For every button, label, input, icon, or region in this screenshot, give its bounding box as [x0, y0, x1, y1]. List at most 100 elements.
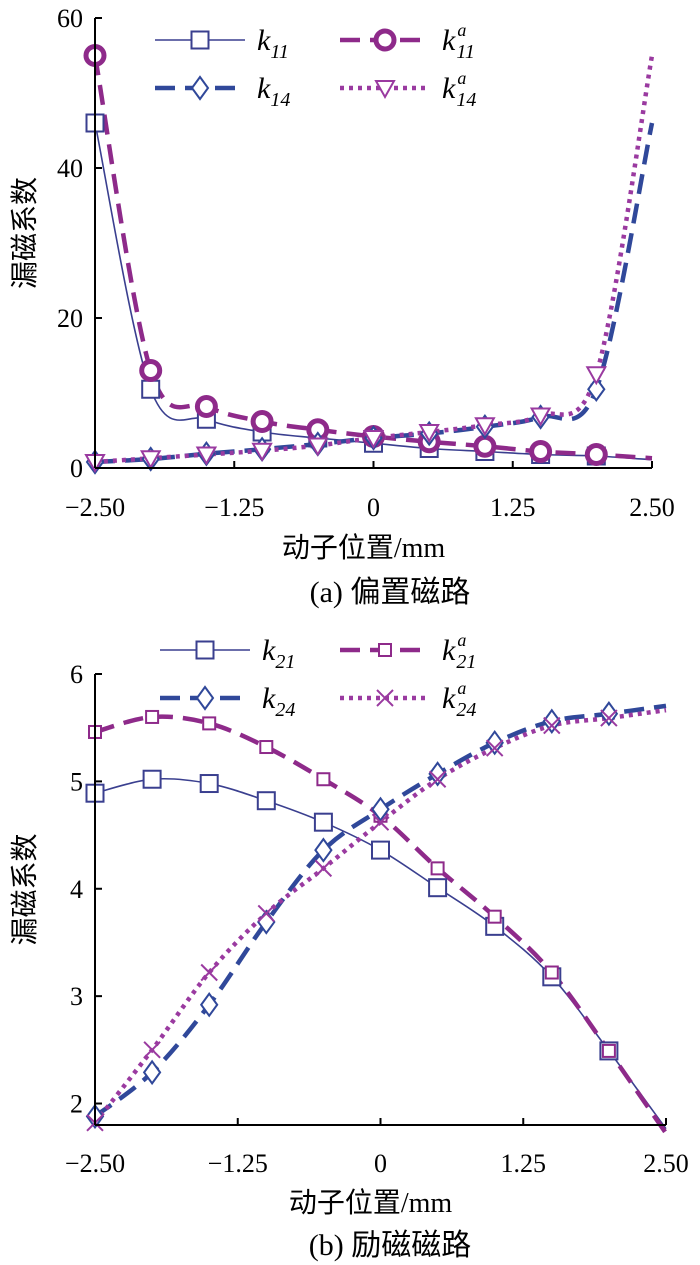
data-point-k24 — [542, 708, 562, 734]
x-tick-label: 0 — [367, 493, 380, 522]
legend: k21 k a 21 k24 k a 24 — [160, 630, 476, 721]
data-point-k24a — [600, 709, 618, 727]
legend-entry-k24a: k a 24 — [340, 678, 476, 721]
data-point-k21 — [313, 812, 333, 832]
data-point-k11a — [139, 359, 163, 382]
data-point-k24 — [371, 796, 390, 823]
data-point-k21a — [316, 772, 331, 787]
panel-caption: (b) 励磁磁路 — [309, 1229, 471, 1262]
legend-label: k a 14 — [442, 68, 476, 111]
data-point-k21a — [145, 709, 160, 724]
chart-panel-b: 2 3 4 5 6 −2.50 −1.25 0 1.25 2.50 动子位置/mm 漏磁系数 (b) 励… — [9, 630, 689, 1262]
data-point-k14a — [307, 437, 329, 457]
y-tick-label: 5 — [70, 767, 83, 796]
series-markers — [85, 701, 619, 1132]
series-lines — [93, 703, 668, 1135]
data-point-k14a — [585, 366, 608, 386]
legend-entry-k14: k14 — [155, 72, 290, 111]
series-line-k14 — [94, 122, 655, 465]
x-tick-label: −1.25 — [204, 493, 264, 522]
data-point-k21a — [202, 716, 217, 731]
data-point-k14 — [587, 376, 606, 402]
y-tick-label: 3 — [70, 982, 83, 1011]
series-line-k24a — [93, 707, 667, 1125]
x-tick-label: 1.25 — [501, 1149, 547, 1178]
data-point-k24a — [428, 770, 447, 788]
x-tick-label: 1.25 — [490, 493, 536, 522]
data-point-k11a — [473, 434, 497, 458]
data-point-k14a — [418, 424, 440, 444]
panel-caption: (a) 偏置磁路 — [310, 576, 471, 609]
series-line-k11a — [92, 55, 653, 461]
x-axis-label: 动子位置/mm — [282, 532, 446, 564]
data-point-k24a — [485, 739, 504, 757]
data-point-k21a — [430, 861, 445, 876]
x-tick-label: −1.25 — [208, 1149, 268, 1178]
data-point-k24 — [599, 701, 619, 727]
y-tick-label: 4 — [70, 875, 83, 904]
data-point-k24a — [371, 813, 390, 831]
legend-label: k24 — [262, 682, 295, 721]
data-point-k21 — [428, 878, 448, 898]
y-tick-label: 40 — [57, 154, 83, 183]
data-point-k24 — [142, 1059, 162, 1086]
legend-label: k a 24 — [442, 678, 476, 721]
legend-marker — [190, 75, 210, 101]
series-markers — [83, 44, 608, 475]
y-tick-label: 0 — [70, 454, 83, 483]
legend-marker — [195, 640, 215, 660]
x-tick-label: 0 — [374, 1149, 387, 1178]
data-point-k24 — [428, 761, 447, 787]
data-point-k21a — [544, 965, 559, 980]
data-point-k14a — [474, 417, 496, 437]
legend-entry-k11: k11 — [155, 24, 289, 63]
x-tick-label: −2.50 — [65, 493, 125, 522]
data-point-k21 — [142, 769, 162, 789]
y-tick-label: 60 — [57, 4, 83, 33]
data-point-k14a — [362, 430, 385, 450]
data-point-k14a — [529, 407, 552, 427]
legend-label: k14 — [257, 72, 290, 111]
data-point-k11a — [584, 443, 608, 466]
legend-label: k a 11 — [442, 20, 475, 63]
legend-entry-k11a: k a 11 — [340, 20, 475, 63]
legend-entry-k14a: k a 14 — [340, 68, 476, 111]
data-point-k24 — [314, 837, 333, 863]
legend-marker — [378, 643, 392, 657]
legend: k11 k a 11 k14 k a 14 — [155, 20, 476, 111]
data-point-k14a — [251, 442, 273, 462]
data-point-k11a — [529, 440, 553, 463]
data-point-k24a — [200, 963, 218, 982]
legend-label: k11 — [257, 24, 289, 63]
data-point-k14a — [195, 446, 218, 466]
data-point-k14a — [139, 450, 162, 470]
data-point-k11a — [194, 395, 218, 418]
legend-entry-k21: k21 — [160, 634, 295, 673]
legend-marker — [373, 28, 397, 52]
y-tick-label: 20 — [57, 304, 83, 333]
data-point-k21 — [199, 774, 219, 794]
legend-marker — [190, 30, 210, 50]
data-point-k11a — [250, 410, 274, 433]
data-point-k21a — [259, 740, 274, 755]
series-line-k14a — [94, 55, 655, 465]
legend-label: k21 — [262, 634, 295, 673]
legend-marker — [376, 689, 394, 707]
y-tick-label: 6 — [70, 660, 83, 689]
data-point-k24a — [543, 716, 561, 735]
data-point-k24a — [143, 1041, 161, 1059]
x-tick-label: 2.50 — [643, 1149, 689, 1178]
series-lines — [92, 55, 655, 465]
data-point-k21a — [487, 909, 502, 924]
data-point-k24 — [199, 992, 219, 1018]
x-axis-label: 动子位置/mm — [289, 1187, 453, 1219]
y-axis-label: 漏磁系数 — [9, 833, 41, 945]
legend-label: k a 21 — [442, 630, 476, 673]
series-line-k24 — [93, 703, 667, 1119]
chart-panel-a: 0 20 40 60 −2.50 −1.25 0 1.25 2.50 动子位置/mm 漏磁系数 (a)… — [9, 4, 675, 609]
legend-marker — [374, 80, 396, 100]
legend-entry-k21a: k a 21 — [340, 630, 476, 673]
legend-entry-k24: k24 — [160, 682, 295, 721]
data-point-k24a — [257, 904, 276, 923]
